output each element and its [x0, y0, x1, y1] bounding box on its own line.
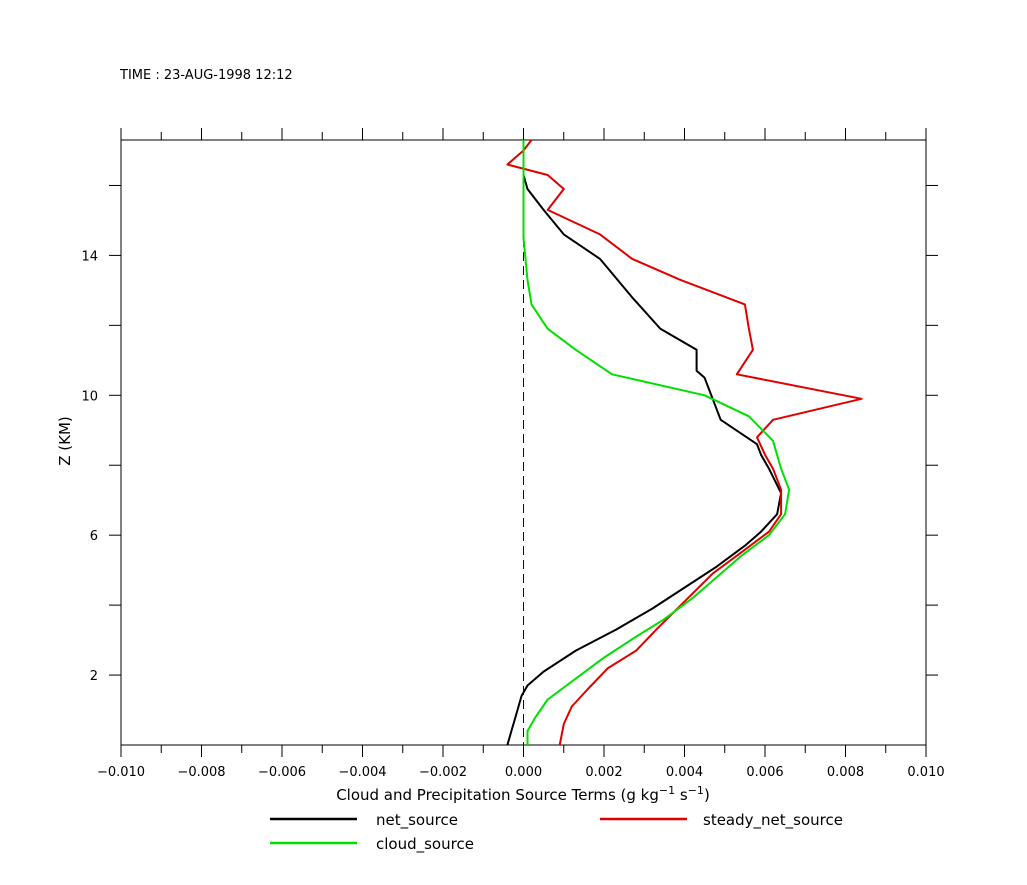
- series-line-cloud-source: [522, 140, 791, 745]
- y-tick-label: 6: [90, 529, 98, 544]
- x-tick-label: 0.008: [827, 765, 864, 780]
- time-label: TIME : 23-AUG-1998 12:12: [119, 68, 293, 83]
- x-tick-label: 0.006: [746, 765, 783, 780]
- y-tick-label: 14: [81, 249, 98, 264]
- series-line-net-source: [506, 140, 783, 746]
- plot-area: [120, 139, 927, 746]
- x-tick-label: −0.008: [177, 765, 225, 780]
- legend: net_source steady_net_source cloud_sourc…: [270, 811, 843, 854]
- tick-labels: −0.010 −0.008 −0.006 −0.004 −0.002 0.000 0.002…: [81, 249, 944, 780]
- x-tick-label: 0.004: [666, 765, 703, 780]
- x-tick-label: −0.004: [338, 765, 386, 780]
- series-line-steady-net-source: [506, 139, 863, 746]
- axis-ticks: [109, 128, 938, 757]
- x-tick-label: 0.010: [907, 765, 944, 780]
- x-tick-label: 0.002: [585, 765, 622, 780]
- x-tick-label: −0.010: [97, 765, 145, 780]
- y-axis-title: Z (KM): [56, 416, 74, 466]
- y-tick-label: 2: [90, 669, 98, 684]
- x-tick-label: −0.006: [258, 765, 306, 780]
- x-tick-label: 0.000: [505, 765, 542, 780]
- x-tick-label: −0.002: [419, 765, 467, 780]
- legend-label-steady-net-source: steady_net_source: [703, 811, 843, 830]
- y-tick-label: 10: [81, 389, 98, 404]
- x-axis-title: Cloud and Precipitation Source Terms (g …: [336, 784, 710, 804]
- legend-label-net-source: net_source: [376, 811, 458, 830]
- legend-label-cloud-source: cloud_source: [376, 835, 474, 854]
